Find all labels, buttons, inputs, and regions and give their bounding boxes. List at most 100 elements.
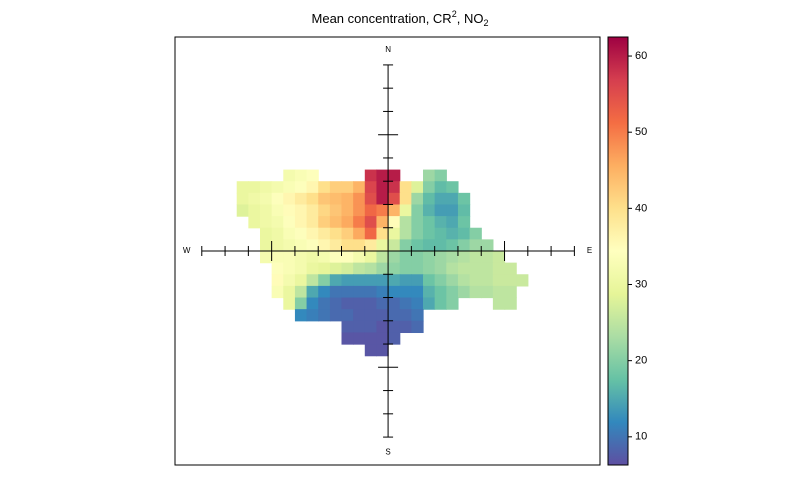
heat-cell	[492, 251, 506, 264]
heat-cell	[504, 285, 517, 299]
heat-cell	[469, 285, 482, 299]
heat-cell	[294, 169, 308, 182]
heat-cell	[294, 297, 308, 310]
heat-cell	[283, 239, 296, 252]
heat-cell	[341, 309, 354, 322]
heat-cell	[376, 274, 389, 287]
heat-cell	[376, 181, 389, 194]
heat-cell	[283, 274, 296, 287]
heat-cell	[469, 262, 482, 275]
heat-cell	[376, 251, 389, 264]
heat-cell	[446, 192, 459, 206]
heat-cell	[411, 297, 424, 310]
heat-cell	[481, 251, 494, 264]
heat-cell	[388, 251, 401, 264]
title-text: , NO	[457, 11, 484, 26]
heat-cell	[283, 227, 296, 240]
heat-cell	[318, 181, 331, 194]
heat-cell	[446, 181, 459, 194]
heat-cell	[353, 309, 366, 322]
heat-cell	[271, 181, 284, 194]
heat-cell	[329, 309, 343, 322]
heat-cell	[423, 227, 436, 240]
heat-cell	[353, 274, 366, 287]
colorbar	[607, 36, 629, 466]
heat-cell	[411, 192, 424, 206]
heat-cell	[423, 239, 436, 252]
heat-cell	[376, 332, 389, 345]
heat-cell	[481, 239, 494, 252]
heat-cell	[399, 297, 412, 310]
heat-cell	[434, 216, 447, 229]
heat-cell	[341, 204, 354, 217]
heat-cell	[434, 274, 447, 287]
heat-cell	[376, 309, 389, 322]
heat-cell	[236, 181, 249, 194]
plot-frame	[174, 36, 601, 466]
heat-cell	[341, 216, 354, 229]
heat-cell	[423, 262, 436, 275]
heat-cell	[446, 274, 459, 287]
heat-cell	[306, 297, 319, 310]
heat-cell	[388, 216, 401, 229]
heat-cell	[504, 297, 517, 310]
heat-cell	[388, 227, 401, 240]
heat-cell	[318, 274, 331, 287]
heat-cell	[283, 216, 296, 229]
heat-cell	[318, 192, 331, 206]
heat-cell	[423, 181, 436, 194]
heat-cell	[364, 297, 378, 310]
heat-cell	[388, 169, 401, 182]
heat-cell	[388, 285, 401, 299]
heat-cell	[411, 309, 424, 322]
heat-cell	[353, 332, 366, 345]
heat-cell	[329, 192, 343, 206]
heat-cell	[260, 204, 273, 217]
heat-cell	[318, 204, 331, 217]
heat-cell	[271, 216, 284, 229]
heat-cell	[376, 344, 389, 357]
heat-cell	[260, 192, 273, 206]
heat-cell	[469, 239, 482, 252]
heat-cell	[388, 320, 401, 334]
heat-cell	[306, 192, 319, 206]
chart-title: Mean concentration, CR2, NO2	[312, 9, 489, 28]
heat-cell	[434, 204, 447, 217]
heat-cell	[434, 169, 447, 182]
heat-cell	[492, 262, 506, 275]
heat-cell	[329, 262, 343, 275]
heat-cell	[341, 251, 354, 264]
heat-cell	[411, 262, 424, 275]
heat-cell	[411, 274, 424, 287]
heat-cell	[353, 320, 366, 334]
heat-cell	[457, 262, 471, 275]
heat-cell	[457, 274, 471, 287]
heat-cell	[294, 262, 308, 275]
heat-cell	[434, 181, 447, 194]
heat-cell	[306, 285, 319, 299]
heatmap	[236, 169, 529, 357]
compass-label: S	[385, 447, 390, 456]
heat-cell	[318, 216, 331, 229]
heat-cell	[341, 192, 354, 206]
title-text: Mean concentration, CR	[312, 11, 452, 26]
heat-cell	[364, 216, 378, 229]
heat-cell	[434, 251, 447, 264]
heat-cell	[399, 192, 412, 206]
heat-cell	[306, 239, 319, 252]
heat-cell	[271, 192, 284, 206]
heat-cell	[376, 192, 389, 206]
heat-cell	[457, 192, 471, 206]
heat-cell	[329, 204, 343, 217]
heat-cell	[364, 285, 378, 299]
heat-cell	[341, 274, 354, 287]
heat-cell	[341, 181, 354, 194]
heat-cell	[341, 227, 354, 240]
heat-cell	[388, 309, 401, 322]
heat-cell	[260, 227, 273, 240]
heat-cell	[283, 285, 296, 299]
heat-cell	[457, 227, 471, 240]
heat-cell	[306, 204, 319, 217]
heat-cell	[423, 251, 436, 264]
